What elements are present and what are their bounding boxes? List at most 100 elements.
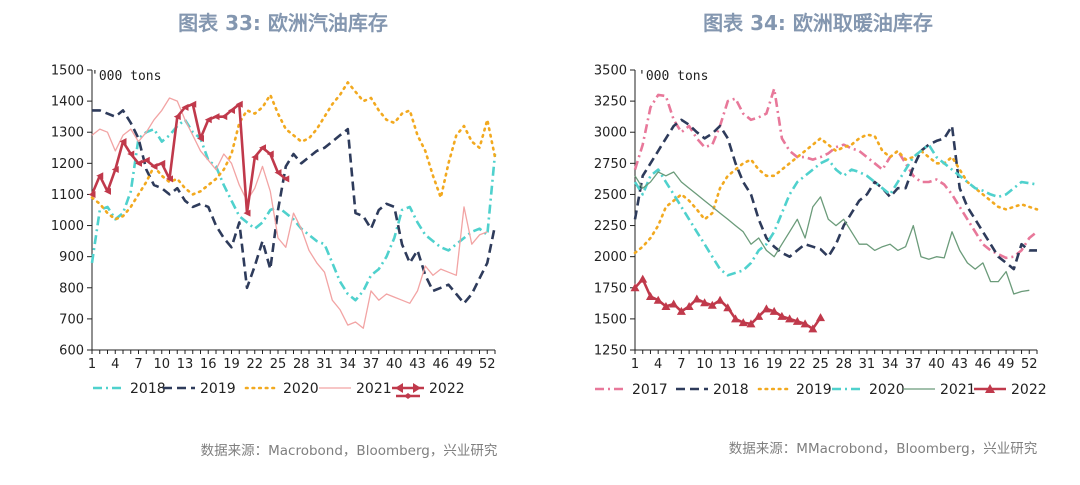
series-line-2017 <box>633 87 1038 260</box>
x-tick-label: 13 <box>719 357 736 372</box>
chart-title: 图表 33: 欧洲汽油库存 <box>178 11 388 35</box>
x-tick-label: 31 <box>316 357 333 372</box>
data-point <box>96 172 104 180</box>
data-point <box>738 318 748 327</box>
legend-label: 2021 <box>940 382 976 398</box>
x-tick-label: 28 <box>835 357 852 372</box>
y-tick-label: 1300 <box>51 126 84 141</box>
x-tick-label: 16 <box>743 357 760 372</box>
x-tick-label: 37 <box>905 357 922 372</box>
x-tick-label: 19 <box>766 357 783 372</box>
x-tick-label: 40 <box>386 357 403 372</box>
x-tick-label: 4 <box>654 357 662 372</box>
data-point <box>676 306 686 315</box>
data-point <box>761 304 771 313</box>
x-tick-label: 1 <box>631 357 639 372</box>
legend-marker <box>985 384 995 393</box>
x-tick-label: 4 <box>111 357 119 372</box>
y-tick-label: 3500 <box>594 64 627 79</box>
data-point <box>104 187 111 195</box>
legend-label: 2020 <box>283 381 319 397</box>
series-line-2021 <box>91 97 488 329</box>
data-point <box>723 303 733 312</box>
data-point <box>816 313 826 322</box>
data-point <box>777 311 787 320</box>
data-point <box>119 138 127 146</box>
x-tick-label: 10 <box>696 357 713 372</box>
data-point <box>259 144 266 152</box>
x-tick-label: 25 <box>812 357 829 372</box>
data-point <box>630 283 640 292</box>
y-tick-label: 900 <box>59 250 84 265</box>
unit-label: '000 tons <box>638 69 708 84</box>
series-line-2018 <box>633 118 1037 271</box>
data-point <box>800 319 810 328</box>
y-tick-label: 1500 <box>594 312 627 327</box>
data-point <box>792 316 802 325</box>
x-tick-label: 10 <box>153 357 170 372</box>
data-point <box>220 113 228 121</box>
data-point <box>669 299 679 308</box>
legend-label: 2018 <box>130 381 166 397</box>
data-point <box>266 150 274 158</box>
legend-marker <box>413 383 421 393</box>
y-tick-label: 600 <box>59 344 84 359</box>
chart-heating-oil-inventory: 图表 34: 欧洲取暖油库存 '000 tons 1250 1500 1750 200… <box>594 11 1047 457</box>
x-tick-label: 34 <box>339 357 356 372</box>
x-tick-label: 43 <box>951 357 968 372</box>
legend-label: 2018 <box>713 382 749 398</box>
y-tick-label: 1750 <box>594 281 627 296</box>
data-point <box>181 103 189 111</box>
x-tick-label: 13 <box>177 357 194 372</box>
legend-label: 2022 <box>429 381 465 397</box>
unit-label: '000 tons <box>91 69 161 84</box>
x-tick-label: 37 <box>363 357 380 372</box>
data-point <box>212 113 220 121</box>
data-point <box>135 159 142 167</box>
x-tick-label: 7 <box>677 357 685 372</box>
data-point <box>785 314 795 323</box>
x-tick-label: 40 <box>928 357 945 372</box>
chart-gasoline-inventory: 图表 33: 欧洲汽油库存 '000 tons 600 700 800 900 1000… <box>51 11 497 459</box>
y-tick-label: 2750 <box>594 157 627 172</box>
legend: 2017 2018 2019 2020 2021 2022 <box>595 382 1047 398</box>
x-tick-label: 52 <box>1021 357 1038 372</box>
y-tick-label: 1400 <box>51 95 84 110</box>
legend-label: 2019 <box>796 382 832 398</box>
data-point <box>769 306 779 315</box>
chart-title: 图表 34: 欧洲取暖油库存 <box>703 11 933 35</box>
x-tick-label: 52 <box>479 357 496 372</box>
x-tick-label: 7 <box>134 357 142 372</box>
series-line-2021 <box>634 171 1030 295</box>
data-point <box>653 295 663 304</box>
data-point <box>150 162 158 170</box>
data-point <box>274 169 282 177</box>
y-tick-label: 2500 <box>594 188 627 203</box>
data-point <box>204 116 212 124</box>
data-point <box>251 153 259 161</box>
data-point <box>158 159 166 167</box>
source-note: 数据来源：Macrobond，Bloomberg，兴业研究 <box>201 443 498 459</box>
y-tick-label: 1500 <box>51 64 84 79</box>
series-line-2019 <box>92 109 497 305</box>
y-tick-label: 2000 <box>594 250 627 265</box>
plot-area: 1250 1500 1750 2000 2250 2500 2750 3000 3250 3500… <box>594 64 1039 372</box>
legend-label: 2021 <box>356 381 392 397</box>
legend-label: 2019 <box>200 381 236 397</box>
series-line-2019 <box>633 133 1039 255</box>
data-point <box>243 209 251 217</box>
x-tick-label: 49 <box>456 357 473 372</box>
data-point <box>235 100 243 108</box>
x-tick-label: 49 <box>998 357 1015 372</box>
legend: 2018 2019 2020 2021 2022 <box>93 381 465 399</box>
data-point <box>661 301 671 310</box>
data-point <box>707 300 717 309</box>
x-tick-label: 34 <box>882 357 899 372</box>
legend-marker <box>404 393 412 399</box>
legend-label: 2022 <box>1011 382 1047 398</box>
data-point <box>228 106 235 114</box>
legend-label: 2020 <box>869 382 905 398</box>
